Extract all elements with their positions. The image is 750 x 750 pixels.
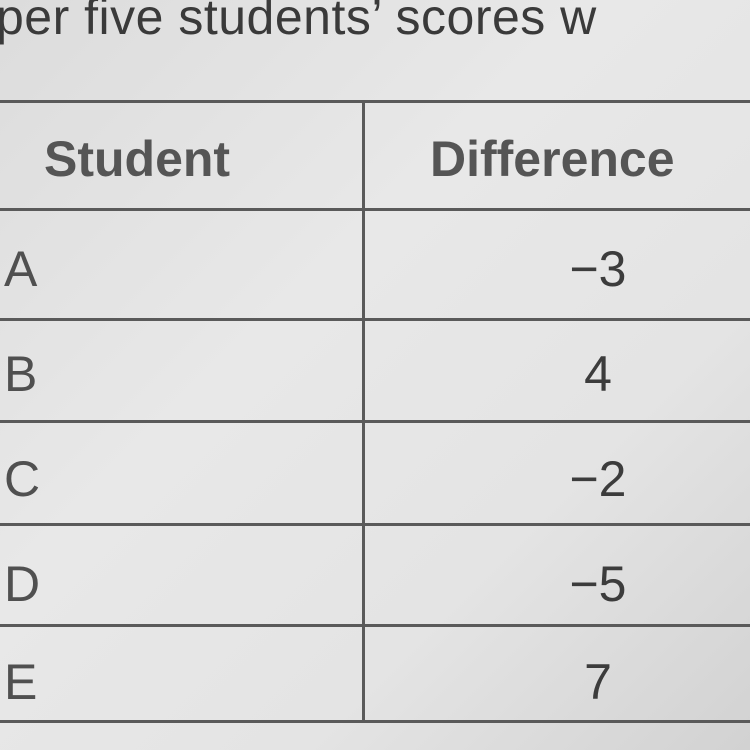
header-divider [0,208,750,211]
student-cell: C [4,451,41,507]
student-cell: A [4,241,38,297]
row-divider [0,420,750,423]
difference-cell: −3 [569,241,627,297]
difference-cell: 7 [584,654,612,710]
student-cell: B [4,346,38,402]
student-cell: D [4,556,41,612]
student-cell: E [4,654,38,710]
intro-text: per five students’ scores w [0,0,597,45]
difference-cell: −5 [569,556,627,612]
table-border-bottom [0,720,750,723]
row-divider [0,624,750,627]
row-divider [0,523,750,526]
header-difference: Difference [430,131,675,187]
header-student: Student [44,131,231,187]
column-divider [362,100,365,722]
row-divider [0,318,750,321]
difference-cell: 4 [584,346,612,402]
table-border-top [0,100,750,103]
difference-table: Student Difference A −3 B 4 C −2 D −5 E … [0,100,750,723]
difference-cell: −2 [569,451,627,507]
